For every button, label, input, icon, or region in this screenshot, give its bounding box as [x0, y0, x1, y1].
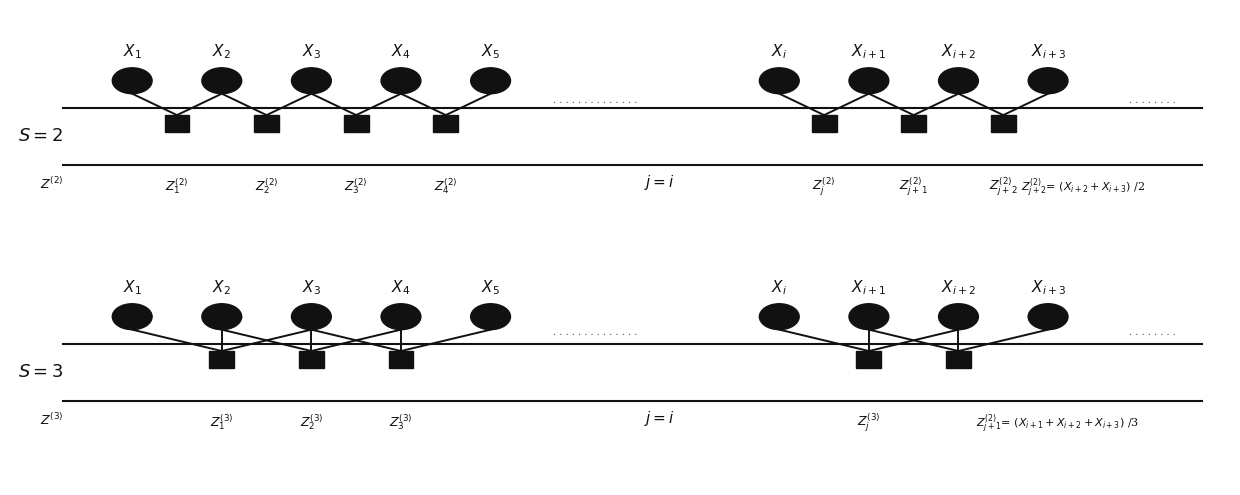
Ellipse shape	[849, 68, 889, 94]
Text: $Z_{j+2}^{(2)}$: $Z_{j+2}^{(2)}$	[990, 176, 1018, 198]
Bar	[812, 115, 837, 132]
Ellipse shape	[939, 68, 978, 94]
Text: $Z_3^{(2)}$: $Z_3^{(2)}$	[345, 176, 368, 196]
Ellipse shape	[1028, 304, 1068, 330]
Text: $X_5$: $X_5$	[481, 278, 500, 297]
Text: $X_1$: $X_1$	[123, 42, 141, 61]
Bar	[299, 351, 324, 368]
Ellipse shape	[471, 304, 511, 330]
Text: $Z_2^{(3)}$: $Z_2^{(3)}$	[300, 412, 324, 432]
Text: $X_5$: $X_5$	[481, 42, 500, 61]
Bar	[254, 115, 279, 132]
Bar	[991, 115, 1016, 132]
Text: $Z_j^{(2)}$: $Z_j^{(2)}$	[812, 176, 836, 198]
Text: $Z_{j+1}^{(2)}$: $Z_{j+1}^{(2)}$	[899, 176, 928, 198]
Text: $Z_2^{(2)}$: $Z_2^{(2)}$	[255, 176, 278, 196]
Bar	[946, 351, 971, 368]
Text: $X_i$: $X_i$	[771, 42, 787, 61]
Text: $j=i$: $j=i$	[645, 409, 676, 428]
Bar	[343, 115, 368, 132]
Ellipse shape	[202, 68, 242, 94]
Text: $Z_j^{(3)}$: $Z_j^{(3)}$	[857, 412, 880, 435]
Text: $Z_{j+2}^{(2)}$= $(X_{i+2}+X_{i+3})$ /2: $Z_{j+2}^{(2)}$= $(X_{i+2}+X_{i+3})$ /2	[1022, 176, 1146, 199]
Ellipse shape	[849, 304, 889, 330]
Text: $Z_3^{(3)}$: $Z_3^{(3)}$	[389, 412, 413, 432]
Text: $X_{i+2}$: $X_{i+2}$	[941, 42, 976, 61]
Ellipse shape	[202, 304, 242, 330]
Text: $X_1$: $X_1$	[123, 278, 141, 297]
Text: $X_{i+2}$: $X_{i+2}$	[941, 278, 976, 297]
Text: $Z_1^{(2)}$: $Z_1^{(2)}$	[165, 176, 188, 196]
Text: $j=i$: $j=i$	[645, 173, 676, 193]
Bar	[388, 351, 413, 368]
Bar	[165, 115, 190, 132]
Text: $Z_1^{(3)}$: $Z_1^{(3)}$	[210, 412, 233, 432]
Ellipse shape	[939, 304, 978, 330]
Ellipse shape	[291, 68, 331, 94]
Text: $X_2$: $X_2$	[212, 42, 231, 61]
Bar	[857, 351, 882, 368]
Bar	[210, 351, 234, 368]
Ellipse shape	[759, 304, 800, 330]
Bar	[433, 115, 459, 132]
Text: $Z_4^{(2)}$: $Z_4^{(2)}$	[434, 176, 458, 196]
Text: $X_{i+1}$: $X_{i+1}$	[852, 42, 887, 61]
Text: . . . . . . . .: . . . . . . . .	[1130, 328, 1176, 337]
Text: . . . . . . . . . . . . . .: . . . . . . . . . . . . . .	[553, 328, 637, 337]
Bar	[901, 115, 926, 132]
Ellipse shape	[471, 68, 511, 94]
Text: $X_4$: $X_4$	[392, 42, 410, 61]
Text: $X_4$: $X_4$	[392, 278, 410, 297]
Ellipse shape	[1028, 68, 1068, 94]
Text: $X_{i+3}$: $X_{i+3}$	[1030, 42, 1065, 61]
Text: $Z^{(2)}$: $Z^{(2)}$	[40, 176, 63, 192]
Ellipse shape	[113, 68, 153, 94]
Ellipse shape	[113, 304, 153, 330]
Text: $X_i$: $X_i$	[771, 278, 787, 297]
Text: $X_{i+1}$: $X_{i+1}$	[852, 278, 887, 297]
Text: $S=3$: $S=3$	[17, 363, 63, 382]
Ellipse shape	[381, 304, 420, 330]
Text: $Z^{(3)}$: $Z^{(3)}$	[40, 412, 63, 428]
Text: $X_3$: $X_3$	[301, 42, 321, 61]
Text: $S=2$: $S=2$	[17, 128, 63, 146]
Text: $X_{i+3}$: $X_{i+3}$	[1030, 278, 1065, 297]
Text: $Z_{j+1}^{(2)}$= $(X_{i+1}+X_{i+2}+X_{i+3})$ /3: $Z_{j+1}^{(2)}$= $(X_{i+1}+X_{i+2}+X_{i+…	[976, 412, 1140, 436]
Ellipse shape	[381, 68, 420, 94]
Text: . . . . . . . . . . . . . .: . . . . . . . . . . . . . .	[553, 96, 637, 105]
Ellipse shape	[759, 68, 800, 94]
Text: $X_2$: $X_2$	[212, 278, 231, 297]
Text: $X_3$: $X_3$	[301, 278, 321, 297]
Ellipse shape	[291, 304, 331, 330]
Text: . . . . . . . .: . . . . . . . .	[1130, 96, 1176, 105]
